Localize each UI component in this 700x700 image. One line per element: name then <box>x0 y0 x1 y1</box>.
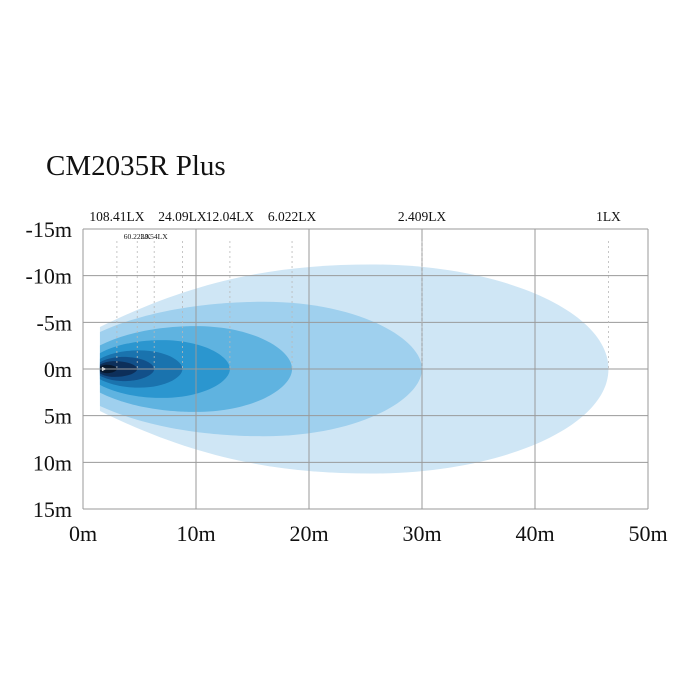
lux-label: 108.41LX <box>89 209 144 224</box>
x-tick-label: 0m <box>69 521 97 546</box>
lux-label-small: 60.22LX <box>124 232 151 241</box>
lux-label: 2.409LX <box>398 209 447 224</box>
lux-label: 6.022LX <box>268 209 317 224</box>
y-tick-label: 5m <box>44 404 72 429</box>
y-tick-label: -15m <box>26 217 72 242</box>
y-tick-label: 0m <box>44 357 72 382</box>
y-tick-label: 15m <box>33 497 72 522</box>
x-tick-label: 20m <box>289 521 328 546</box>
x-tick-labels: 0m 10m 20m 30m 40m 50m <box>69 521 668 546</box>
lux-labels: 108.41LX 24.09LX 12.04LX 6.022LX 2.409LX 1LX 6… <box>89 209 621 241</box>
x-tick-label: 40m <box>515 521 554 546</box>
x-tick-label: 10m <box>176 521 215 546</box>
y-tick-label: -10m <box>26 264 72 289</box>
lux-label: 24.09LX <box>158 209 207 224</box>
y-tick-label: 10m <box>33 450 72 475</box>
lux-guide-lines <box>116 241 609 369</box>
x-tick-label: 50m <box>628 521 667 546</box>
lux-label-small: 38.54LX <box>141 232 168 241</box>
lux-label: 12.04LX <box>206 209 255 224</box>
chart-title: CM2035R Plus <box>46 150 226 182</box>
x-tick-label: 30m <box>402 521 441 546</box>
lux-label: 1LX <box>596 209 621 224</box>
y-tick-label: -5m <box>37 310 72 335</box>
grid-lines <box>82 228 649 510</box>
y-tick-labels: -15m -10m -5m 0m 5m 10m 15m <box>26 217 72 522</box>
